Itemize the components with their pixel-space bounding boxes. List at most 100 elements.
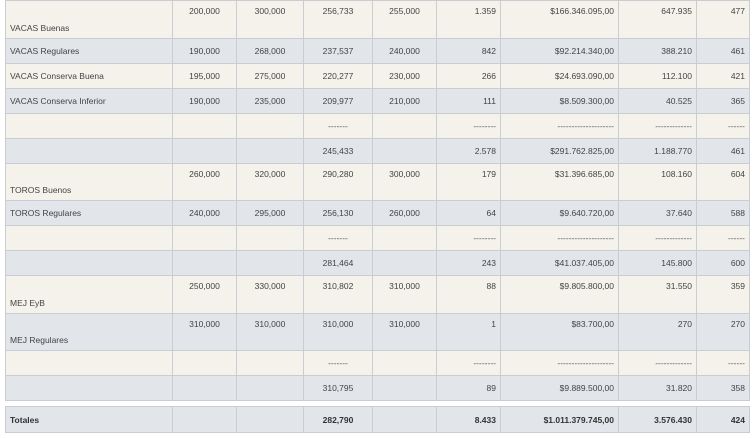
avg-price-cell: 245,433 <box>303 138 373 164</box>
total-amount-cell: $31.396.685,00 <box>500 163 619 201</box>
avg-price-cell: 256,130 <box>303 200 373 226</box>
table-row: ------- -------- -------------------- -----… <box>5 113 750 139</box>
min-price-cell <box>172 138 237 164</box>
avg-kg-cell: 604 <box>696 163 750 201</box>
category-name-cell: VACAS Conserva Buena <box>5 63 173 89</box>
table-row: 310,795 89 $9.889.500,00 31.820 358 <box>5 375 750 401</box>
category-name-cell: MEJ EyB <box>5 275 173 314</box>
max-price-cell: 300,000 <box>236 0 304 39</box>
table-body: VACAS Buenas 200,000 300,000 256,733 255,000… <box>5 0 750 433</box>
head-count-cell: -------- <box>436 225 501 251</box>
category-name-cell: MEJ Regulares <box>5 313 173 351</box>
mode-price-cell: 300,000 <box>372 163 437 201</box>
avg-kg-cell: 477 <box>696 0 750 39</box>
avg-kg-cell: 600 <box>696 250 750 276</box>
table-row: VACAS Conserva Buena 195,000 275,000 220,27… <box>5 63 750 89</box>
category-name-cell <box>5 113 173 139</box>
mode-price-cell <box>372 225 437 251</box>
total-amount-cell: $9.640.720,00 <box>500 200 619 226</box>
max-price-cell: 275,000 <box>236 63 304 89</box>
livestock-price-table: VACAS Buenas 200,000 300,000 256,733 255,000… <box>5 0 750 433</box>
max-price-cell: 330,000 <box>236 275 304 314</box>
total-amount-cell: $1.011.379.745,00 <box>500 406 619 433</box>
total-amount-cell: $83.700,00 <box>500 313 619 351</box>
table-row: 245,433 2.578 $291.762.825,00 1.188.770 461 <box>5 138 750 164</box>
head-count-cell: 88 <box>436 275 501 314</box>
mode-price-cell <box>372 350 437 376</box>
max-price-cell: 268,000 <box>236 38 304 64</box>
avg-kg-cell: 270 <box>696 313 750 351</box>
avg-kg-cell: 588 <box>696 200 750 226</box>
table-row: 281,464 243 $41.037.405,00 145.800 600 <box>5 250 750 276</box>
head-count-cell: 1.359 <box>436 0 501 39</box>
min-price-cell <box>172 113 237 139</box>
min-price-cell <box>172 375 237 401</box>
max-price-cell <box>236 250 304 276</box>
min-price-cell: 310,000 <box>172 313 237 351</box>
avg-price-cell: 282,790 <box>303 406 373 433</box>
min-price-cell: 190,000 <box>172 88 237 114</box>
max-price-cell <box>236 350 304 376</box>
table-row: VACAS Buenas 200,000 300,000 256,733 255,000… <box>5 0 750 39</box>
head-count-cell: 179 <box>436 163 501 201</box>
total-kg-cell: 40.525 <box>618 88 697 114</box>
avg-price-cell: 310,795 <box>303 375 373 401</box>
head-count-cell: 2.578 <box>436 138 501 164</box>
category-name-cell <box>5 225 173 251</box>
avg-price-cell: 310,000 <box>303 313 373 351</box>
max-price-cell: 310,000 <box>236 313 304 351</box>
max-price-cell <box>236 113 304 139</box>
mode-price-cell: 210,000 <box>372 88 437 114</box>
head-count-cell: 111 <box>436 88 501 114</box>
mode-price-cell: 230,000 <box>372 63 437 89</box>
total-kg-cell: ------------- <box>618 113 697 139</box>
category-name-cell: VACAS Buenas <box>5 0 173 39</box>
category-name-cell: TOROS Regulares <box>5 200 173 226</box>
total-kg-cell: 37.640 <box>618 200 697 226</box>
min-price-cell: 195,000 <box>172 63 237 89</box>
category-name-cell: TOROS Buenos <box>5 163 173 201</box>
avg-kg-cell: 365 <box>696 88 750 114</box>
total-kg-cell: 112.100 <box>618 63 697 89</box>
total-amount-cell: $41.037.405,00 <box>500 250 619 276</box>
category-name-cell <box>5 350 173 376</box>
mode-price-cell: 260,000 <box>372 200 437 226</box>
avg-kg-cell: 424 <box>696 406 750 433</box>
min-price-cell <box>172 250 237 276</box>
head-count-cell: 89 <box>436 375 501 401</box>
avg-price-cell: ------- <box>303 225 373 251</box>
min-price-cell: 260,000 <box>172 163 237 201</box>
total-kg-cell: ------------- <box>618 350 697 376</box>
mode-price-cell: 310,000 <box>372 313 437 351</box>
table-row: Totales 282,790 8.433 $1.011.379.745,00 3.57… <box>5 406 750 433</box>
total-kg-cell: 1.188.770 <box>618 138 697 164</box>
total-amount-cell: $166.346.095,00 <box>500 0 619 39</box>
total-amount-cell: -------------------- <box>500 113 619 139</box>
max-price-cell <box>236 406 304 433</box>
avg-kg-cell: 359 <box>696 275 750 314</box>
category-name-cell: Totales <box>5 406 173 433</box>
total-amount-cell: $24.693.090,00 <box>500 63 619 89</box>
mode-price-cell <box>372 406 437 433</box>
max-price-cell: 320,000 <box>236 163 304 201</box>
table-row: ------- -------- -------------------- -----… <box>5 225 750 251</box>
avg-kg-cell: 421 <box>696 63 750 89</box>
avg-price-cell: 290,280 <box>303 163 373 201</box>
max-price-cell: 235,000 <box>236 88 304 114</box>
min-price-cell <box>172 406 237 433</box>
mode-price-cell <box>372 113 437 139</box>
total-kg-cell: 145.800 <box>618 250 697 276</box>
total-kg-cell: 270 <box>618 313 697 351</box>
min-price-cell: 190,000 <box>172 38 237 64</box>
max-price-cell: 295,000 <box>236 200 304 226</box>
min-price-cell: 250,000 <box>172 275 237 314</box>
avg-kg-cell: 461 <box>696 138 750 164</box>
avg-price-cell: 281,464 <box>303 250 373 276</box>
table-row: VACAS Regulares 190,000 268,000 237,537 240,… <box>5 38 750 64</box>
min-price-cell: 240,000 <box>172 200 237 226</box>
avg-price-cell: 310,802 <box>303 275 373 314</box>
head-count-cell: 266 <box>436 63 501 89</box>
avg-kg-cell: ------ <box>696 350 750 376</box>
head-count-cell: -------- <box>436 113 501 139</box>
